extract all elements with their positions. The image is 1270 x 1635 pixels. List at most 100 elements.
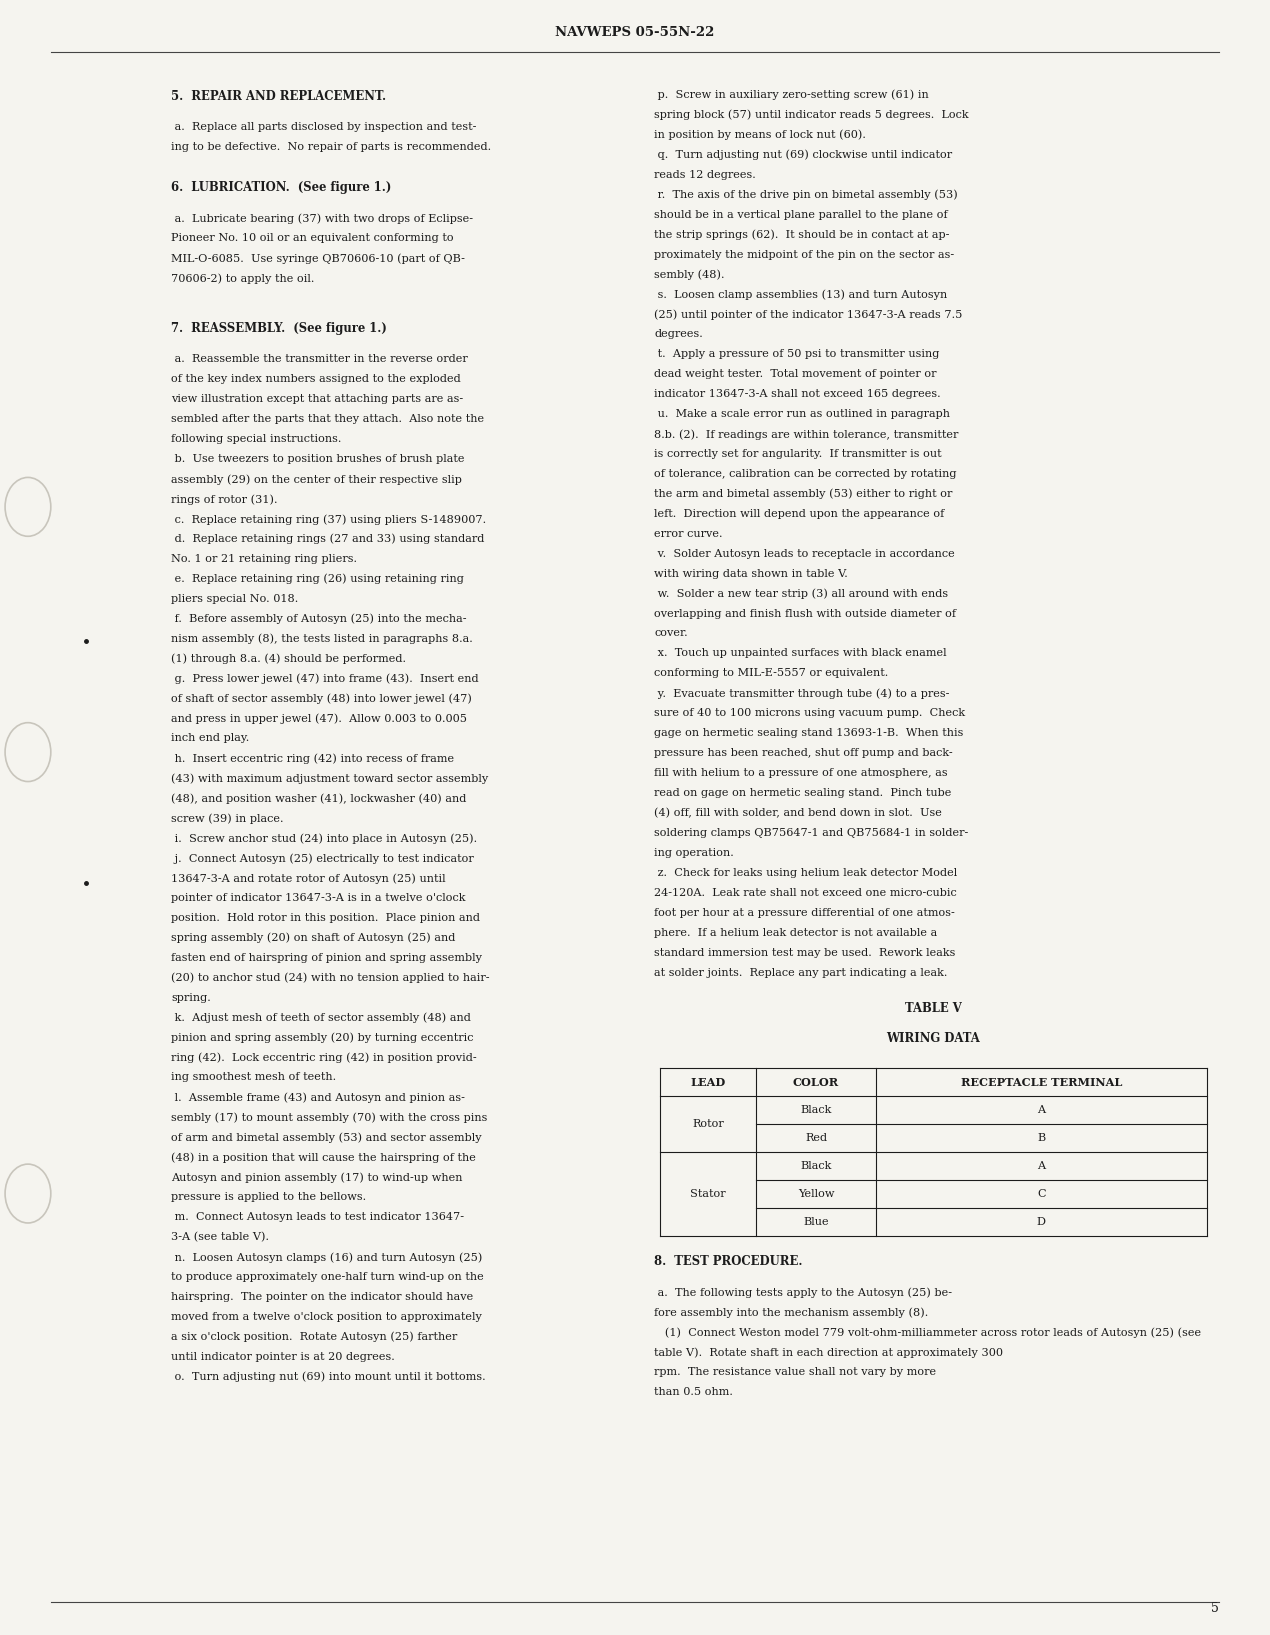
Text: f.  Before assembly of Autosyn (25) into the mecha-: f. Before assembly of Autosyn (25) into … xyxy=(171,613,467,625)
Text: 5: 5 xyxy=(1212,1602,1219,1615)
Text: standard immersion test may be used.  Rework leaks: standard immersion test may be used. Rew… xyxy=(654,948,955,958)
Text: RECEPTACLE TERMINAL: RECEPTACLE TERMINAL xyxy=(960,1076,1121,1087)
Text: a six o'clock position.  Rotate Autosyn (25) farther: a six o'clock position. Rotate Autosyn (… xyxy=(171,1333,457,1342)
Text: q.  Turn adjusting nut (69) clockwise until indicator: q. Turn adjusting nut (69) clockwise unt… xyxy=(654,150,952,160)
Text: TABLE V: TABLE V xyxy=(906,1002,961,1015)
Text: 24-120A.  Leak rate shall not exceed one micro-cubic: 24-120A. Leak rate shall not exceed one … xyxy=(654,888,956,898)
Text: A: A xyxy=(1038,1161,1045,1171)
Text: sembly (17) to mount assembly (70) with the cross pins: sembly (17) to mount assembly (70) with … xyxy=(171,1112,488,1123)
Text: a.  Lubricate bearing (37) with two drops of Eclipse-: a. Lubricate bearing (37) with two drops… xyxy=(171,213,474,224)
Text: of arm and bimetal assembly (53) and sector assembly: of arm and bimetal assembly (53) and sec… xyxy=(171,1133,483,1143)
Text: l.  Assemble frame (43) and Autosyn and pinion as-: l. Assemble frame (43) and Autosyn and p… xyxy=(171,1092,465,1104)
Text: b.  Use tweezers to position brushes of brush plate: b. Use tweezers to position brushes of b… xyxy=(171,455,465,464)
Text: conforming to MIL-E-5557 or equivalent.: conforming to MIL-E-5557 or equivalent. xyxy=(654,669,888,679)
Text: proximately the midpoint of the pin on the sector as-: proximately the midpoint of the pin on t… xyxy=(654,250,954,260)
Text: fasten end of hairspring of pinion and spring assembly: fasten end of hairspring of pinion and s… xyxy=(171,953,483,963)
Text: pressure is applied to the bellows.: pressure is applied to the bellows. xyxy=(171,1192,367,1202)
Text: left.  Direction will depend upon the appearance of: left. Direction will depend upon the app… xyxy=(654,508,945,518)
Text: n.  Loosen Autosyn clamps (16) and turn Autosyn (25): n. Loosen Autosyn clamps (16) and turn A… xyxy=(171,1252,483,1262)
Text: inch end play.: inch end play. xyxy=(171,734,250,744)
Text: spring assembly (20) on shaft of Autosyn (25) and: spring assembly (20) on shaft of Autosyn… xyxy=(171,934,456,943)
Text: z.  Check for leaks using helium leak detector Model: z. Check for leaks using helium leak det… xyxy=(654,868,958,878)
Text: t.  Apply a pressure of 50 psi to transmitter using: t. Apply a pressure of 50 psi to transmi… xyxy=(654,350,940,360)
Text: fill with helium to a pressure of one atmosphere, as: fill with helium to a pressure of one at… xyxy=(654,768,947,778)
Text: o.  Turn adjusting nut (69) into mount until it bottoms.: o. Turn adjusting nut (69) into mount un… xyxy=(171,1372,486,1382)
Text: pointer of indicator 13647-3-A is in a twelve o'clock: pointer of indicator 13647-3-A is in a t… xyxy=(171,893,466,903)
Text: Autosyn and pinion assembly (17) to wind-up when: Autosyn and pinion assembly (17) to wind… xyxy=(171,1172,464,1182)
Text: 6.  LUBRICATION.  (See figure 1.): 6. LUBRICATION. (See figure 1.) xyxy=(171,181,392,195)
Text: NAVWEPS 05-55N-22: NAVWEPS 05-55N-22 xyxy=(555,26,715,39)
Text: x.  Touch up unpainted surfaces with black enamel: x. Touch up unpainted surfaces with blac… xyxy=(654,649,946,659)
Text: view illustration except that attaching parts are as-: view illustration except that attaching … xyxy=(171,394,464,404)
Text: indicator 13647-3-A shall not exceed 165 degrees.: indicator 13647-3-A shall not exceed 165… xyxy=(654,389,941,399)
Text: and press in upper jewel (47).  Allow 0.003 to 0.005: and press in upper jewel (47). Allow 0.0… xyxy=(171,713,467,724)
Text: sembled after the parts that they attach.  Also note the: sembled after the parts that they attach… xyxy=(171,414,485,423)
Text: is correctly set for angularity.  If transmitter is out: is correctly set for angularity. If tran… xyxy=(654,450,941,459)
Text: COLOR: COLOR xyxy=(792,1076,839,1087)
Text: the strip springs (62).  It should be in contact at ap-: the strip springs (62). It should be in … xyxy=(654,229,950,240)
Text: a.  Replace all parts disclosed by inspection and test-: a. Replace all parts disclosed by inspec… xyxy=(171,123,476,132)
Text: A: A xyxy=(1038,1105,1045,1115)
Text: 70606-2) to apply the oil.: 70606-2) to apply the oil. xyxy=(171,273,315,284)
Text: (48) in a position that will cause the hairspring of the: (48) in a position that will cause the h… xyxy=(171,1153,476,1162)
Text: screw (39) in place.: screw (39) in place. xyxy=(171,813,284,824)
Text: (20) to anchor stud (24) with no tension applied to hair-: (20) to anchor stud (24) with no tension… xyxy=(171,973,490,983)
Text: (43) with maximum adjustment toward sector assembly: (43) with maximum adjustment toward sect… xyxy=(171,773,489,783)
Text: ring (42).  Lock eccentric ring (42) in position provid-: ring (42). Lock eccentric ring (42) in p… xyxy=(171,1053,478,1063)
Text: assembly (29) on the center of their respective slip: assembly (29) on the center of their res… xyxy=(171,474,462,484)
Text: Black: Black xyxy=(800,1105,832,1115)
Text: u.  Make a scale error run as outlined in paragraph: u. Make a scale error run as outlined in… xyxy=(654,409,950,419)
Text: rpm.  The resistance value shall not vary by more: rpm. The resistance value shall not vary… xyxy=(654,1367,936,1377)
Text: fore assembly into the mechanism assembly (8).: fore assembly into the mechanism assembl… xyxy=(654,1306,928,1318)
Text: of shaft of sector assembly (48) into lower jewel (47): of shaft of sector assembly (48) into lo… xyxy=(171,693,472,705)
Text: 8.b. (2).  If readings are within tolerance, transmitter: 8.b. (2). If readings are within toleran… xyxy=(654,428,959,440)
Text: sembly (48).: sembly (48). xyxy=(654,270,725,280)
Text: position.  Hold rotor in this position.  Place pinion and: position. Hold rotor in this position. P… xyxy=(171,912,480,922)
Text: (1) through 8.a. (4) should be performed.: (1) through 8.a. (4) should be performed… xyxy=(171,654,406,664)
Text: pressure has been reached, shut off pump and back-: pressure has been reached, shut off pump… xyxy=(654,749,952,759)
Text: g.  Press lower jewel (47) into frame (43).  Insert end: g. Press lower jewel (47) into frame (43… xyxy=(171,674,479,683)
Text: the arm and bimetal assembly (53) either to right or: the arm and bimetal assembly (53) either… xyxy=(654,489,952,499)
Text: LEAD: LEAD xyxy=(691,1076,726,1087)
Text: WIRING DATA: WIRING DATA xyxy=(886,1032,980,1045)
Text: v.  Solder Autosyn leads to receptacle in accordance: v. Solder Autosyn leads to receptacle in… xyxy=(654,549,955,559)
Text: Rotor: Rotor xyxy=(692,1118,724,1128)
Text: overlapping and finish flush with outside diameter of: overlapping and finish flush with outsid… xyxy=(654,608,956,618)
Text: spring.: spring. xyxy=(171,992,211,1002)
Text: (25) until pointer of the indicator 13647-3-A reads 7.5: (25) until pointer of the indicator 1364… xyxy=(654,309,963,320)
Text: hairspring.  The pointer on the indicator should have: hairspring. The pointer on the indicator… xyxy=(171,1292,474,1301)
Text: (4) off, fill with solder, and bend down in slot.  Use: (4) off, fill with solder, and bend down… xyxy=(654,808,942,819)
Text: 7.  REASSEMBLY.  (See figure 1.): 7. REASSEMBLY. (See figure 1.) xyxy=(171,322,387,335)
Text: spring block (57) until indicator reads 5 degrees.  Lock: spring block (57) until indicator reads … xyxy=(654,110,969,121)
Text: ing operation.: ing operation. xyxy=(654,849,734,858)
Text: ing to be defective.  No repair of parts is recommended.: ing to be defective. No repair of parts … xyxy=(171,142,491,152)
Text: table V).  Rotate shaft in each direction at approximately 300: table V). Rotate shaft in each direction… xyxy=(654,1347,1003,1357)
Text: ing smoothest mesh of teeth.: ing smoothest mesh of teeth. xyxy=(171,1073,337,1082)
Text: a.  Reassemble the transmitter in the reverse order: a. Reassemble the transmitter in the rev… xyxy=(171,355,469,365)
Text: j.  Connect Autosyn (25) electrically to test indicator: j. Connect Autosyn (25) electrically to … xyxy=(171,853,474,863)
Text: pinion and spring assembly (20) by turning eccentric: pinion and spring assembly (20) by turni… xyxy=(171,1033,474,1043)
Text: Yellow: Yellow xyxy=(798,1189,834,1198)
Text: (48), and position washer (41), lockwasher (40) and: (48), and position washer (41), lockwash… xyxy=(171,793,467,804)
Text: a.  The following tests apply to the Autosyn (25) be-: a. The following tests apply to the Auto… xyxy=(654,1287,952,1298)
Text: of the key index numbers assigned to the exploded: of the key index numbers assigned to the… xyxy=(171,374,461,384)
Text: 13647-3-A and rotate rotor of Autosyn (25) until: 13647-3-A and rotate rotor of Autosyn (2… xyxy=(171,873,446,883)
Text: gage on hermetic sealing stand 13693-1-B.  When this: gage on hermetic sealing stand 13693-1-B… xyxy=(654,728,964,739)
Text: Red: Red xyxy=(805,1133,827,1143)
Text: should be in a vertical plane parallel to the plane of: should be in a vertical plane parallel t… xyxy=(654,209,947,219)
Text: i.  Screw anchor stud (24) into place in Autosyn (25).: i. Screw anchor stud (24) into place in … xyxy=(171,834,478,844)
Text: degrees.: degrees. xyxy=(654,329,702,340)
Text: in position by means of lock nut (60).: in position by means of lock nut (60). xyxy=(654,129,866,141)
Text: p.  Screw in auxiliary zero-setting screw (61) in: p. Screw in auxiliary zero-setting screw… xyxy=(654,90,928,100)
Text: Black: Black xyxy=(800,1161,832,1171)
Text: to produce approximately one-half turn wind-up on the: to produce approximately one-half turn w… xyxy=(171,1272,484,1282)
Text: cover.: cover. xyxy=(654,628,687,639)
Text: Blue: Blue xyxy=(803,1216,829,1226)
Text: C: C xyxy=(1038,1189,1045,1198)
Text: of tolerance, calibration can be corrected by rotating: of tolerance, calibration can be correct… xyxy=(654,469,956,479)
Text: moved from a twelve o'clock position to approximately: moved from a twelve o'clock position to … xyxy=(171,1311,483,1321)
Text: 8.  TEST PROCEDURE.: 8. TEST PROCEDURE. xyxy=(654,1256,803,1269)
Text: B: B xyxy=(1038,1133,1045,1143)
Text: 5.  REPAIR AND REPLACEMENT.: 5. REPAIR AND REPLACEMENT. xyxy=(171,90,386,103)
Text: k.  Adjust mesh of teeth of sector assembly (48) and: k. Adjust mesh of teeth of sector assemb… xyxy=(171,1012,471,1024)
